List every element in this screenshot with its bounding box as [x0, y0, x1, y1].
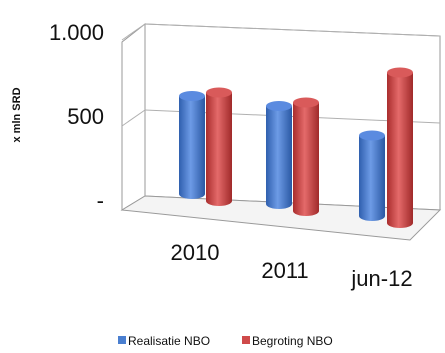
- bar-body: [387, 72, 413, 228]
- x-axis-categories: 2010 2011 jun-12: [171, 240, 413, 291]
- x-category-label: jun-12: [350, 266, 412, 291]
- legend-label: Begroting NBO: [252, 334, 333, 348]
- legend-swatch: [118, 336, 126, 344]
- x-category-label: 2011: [261, 258, 308, 283]
- bar: [359, 130, 385, 221]
- y-tick-label: 1.000: [49, 20, 104, 45]
- bar: [293, 97, 319, 216]
- y-axis-ticks: - 500 1.000: [49, 20, 104, 213]
- x-category-label: 2010: [171, 240, 220, 265]
- gridline-side: [121, 23, 146, 41]
- gridline-side: [121, 109, 146, 127]
- bar-top: [206, 87, 232, 98]
- gridline: [144, 23, 441, 37]
- bar-top: [293, 97, 319, 108]
- bar-body: [266, 106, 292, 209]
- legend-item: Realisatie NBO: [118, 334, 210, 348]
- y-tick-label: -: [97, 188, 104, 213]
- bar-body: [206, 92, 232, 206]
- y-tick-label: 500: [67, 104, 104, 129]
- bar-top: [179, 91, 205, 101]
- bar: [206, 87, 232, 206]
- bar-top: [359, 130, 385, 141]
- bar-body: [359, 135, 385, 221]
- legend: Realisatie NBO Begroting NBO: [118, 334, 333, 348]
- y-axis-label: x mln SRD: [11, 87, 23, 142]
- bar-top: [266, 101, 292, 111]
- legend-swatch: [242, 336, 250, 344]
- bar-body: [179, 96, 205, 199]
- legend-item: Begroting NBO: [242, 334, 333, 348]
- bars: [179, 67, 413, 228]
- legend-label: Realisatie NBO: [128, 334, 210, 348]
- bar: [387, 67, 413, 228]
- bar: [266, 101, 292, 209]
- chart-left-wall: [121, 22, 146, 211]
- bar-body: [293, 102, 319, 216]
- bar: [179, 91, 205, 199]
- bar-top: [387, 67, 413, 78]
